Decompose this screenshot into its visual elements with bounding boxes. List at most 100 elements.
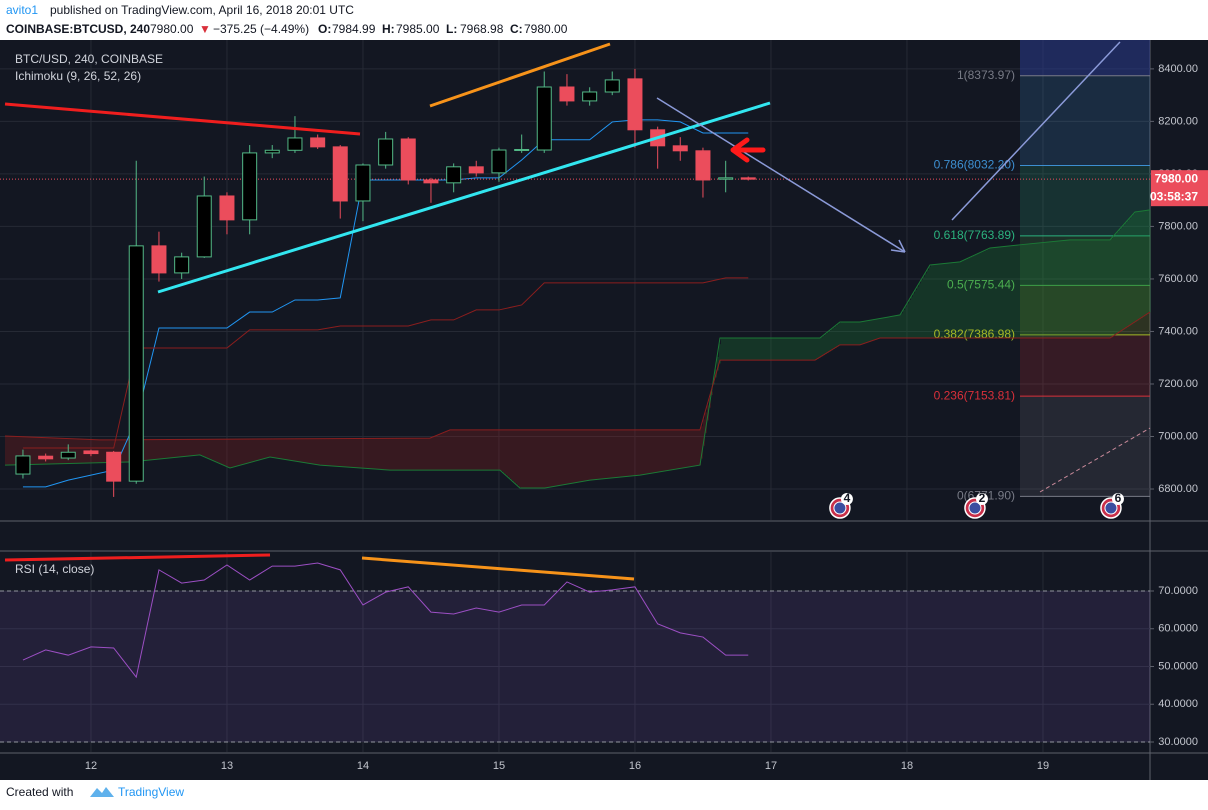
cloud-fill — [605, 429, 607, 479]
cloud-fill — [981, 252, 983, 339]
cloud-fill — [19, 436, 21, 465]
candle-body — [582, 91, 598, 102]
y-tick-label: 7600.00 — [1158, 273, 1198, 285]
cloud-fill — [649, 429, 651, 474]
rsi-line — [22, 562, 749, 679]
pane-title: RSI (14, close) — [15, 562, 94, 576]
cloud-fill — [801, 338, 803, 361]
cloud-fill — [651, 429, 653, 474]
drawing — [656, 97, 906, 253]
cloud-fill — [227, 439, 229, 467]
cloud-fill — [203, 439, 205, 457]
cloud-fill — [147, 439, 149, 461]
cloud-fill — [885, 317, 887, 339]
cloud-fill — [641, 429, 643, 475]
cloud-fill — [1003, 246, 1005, 339]
author[interactable]: avito1 — [6, 3, 38, 17]
cloud-fill — [431, 437, 433, 471]
cloud-fill — [1127, 220, 1129, 327]
fib-label: 0.618(7763.89) — [934, 228, 1015, 242]
cloud-fill — [383, 438, 385, 470]
cloud-fill — [515, 429, 517, 484]
cloud-fill — [581, 429, 583, 482]
cloud-fill — [753, 338, 755, 361]
cloud-fill — [615, 429, 617, 478]
cloud-fill — [1041, 242, 1043, 339]
cloud-fill — [569, 429, 571, 484]
ohlc-value: 7984.99 — [332, 22, 376, 36]
cloud-fill — [969, 257, 971, 339]
cloud-fill — [297, 438, 299, 462]
cloud-fill — [13, 436, 15, 465]
cloud-fill — [1077, 239, 1079, 339]
cloud-fill — [155, 439, 157, 460]
cloud-fill — [991, 247, 993, 339]
cloud-fill — [1011, 245, 1013, 339]
cloud-fill — [691, 429, 693, 467]
cloud-fill — [317, 438, 319, 465]
cloud-fill — [1021, 244, 1023, 339]
cloud-fill — [1057, 241, 1059, 339]
cloud-fill — [989, 248, 991, 339]
cloud-fill — [1099, 239, 1101, 339]
cloud-fill — [557, 429, 559, 486]
cloud-fill — [637, 429, 639, 476]
cloud-fill — [411, 438, 413, 471]
cloud-fill — [861, 321, 863, 345]
cloud-span — [4, 209, 1151, 489]
y-tick-label: 6800.00 — [1158, 483, 1198, 495]
drawing — [4, 102, 361, 136]
cloud-fill — [1053, 241, 1055, 339]
cloud-fill — [545, 429, 547, 488]
cloud-fill — [177, 439, 179, 458]
cloud-fill — [1051, 241, 1053, 339]
cloud-fill — [825, 333, 827, 354]
cloud-fill — [1125, 223, 1127, 329]
event-count-bg — [975, 493, 988, 505]
cloud-fill — [495, 429, 497, 471]
cloud-fill — [267, 438, 269, 458]
cloud-fill — [29, 436, 31, 465]
cloud-fill — [867, 320, 869, 343]
candle-body — [128, 245, 144, 482]
cloud-fill — [347, 438, 349, 468]
cloud-fill — [17, 436, 19, 465]
event-flag — [833, 501, 847, 515]
cloud-fill — [941, 263, 943, 339]
cloud-fill — [75, 438, 77, 464]
cloud-fill — [859, 322, 861, 345]
candle-body — [174, 256, 190, 274]
cloud-fill — [527, 429, 529, 488]
candle-body — [106, 451, 122, 482]
cloud-fill — [1067, 240, 1069, 339]
event-count: 4 — [844, 491, 851, 505]
cloud-fill — [957, 262, 959, 339]
cloud-fill — [791, 338, 793, 361]
cloud-fill — [677, 429, 679, 469]
cloud-fill — [303, 438, 305, 463]
cloud-fill — [621, 429, 623, 477]
cloud-fill — [329, 438, 331, 466]
cloud-fill — [1097, 239, 1099, 339]
cloud-fill — [739, 338, 741, 361]
cloud-fill — [21, 436, 23, 465]
ohlc-label: O: — [318, 22, 331, 36]
change: −375.25 (−4.49%) — [213, 22, 309, 36]
cloud-fill — [417, 438, 419, 471]
brand[interactable]: TradingView — [118, 785, 184, 799]
cloud-fill — [1147, 210, 1149, 314]
cloud-fill — [925, 273, 927, 339]
cloud-fill — [921, 279, 923, 339]
cloud-fill — [733, 338, 735, 361]
down-arrow: ▼ — [199, 22, 211, 36]
cloud-fill — [281, 438, 283, 459]
cloud-fill — [361, 438, 363, 469]
cloud-fill — [575, 429, 577, 483]
cloud-fill — [11, 436, 13, 465]
x-tick-label: 19 — [1037, 760, 1049, 772]
cloud-fill — [157, 439, 159, 460]
cloud-fill — [315, 438, 317, 465]
cloud-fill — [1045, 242, 1047, 339]
cloud-fill — [567, 429, 569, 485]
